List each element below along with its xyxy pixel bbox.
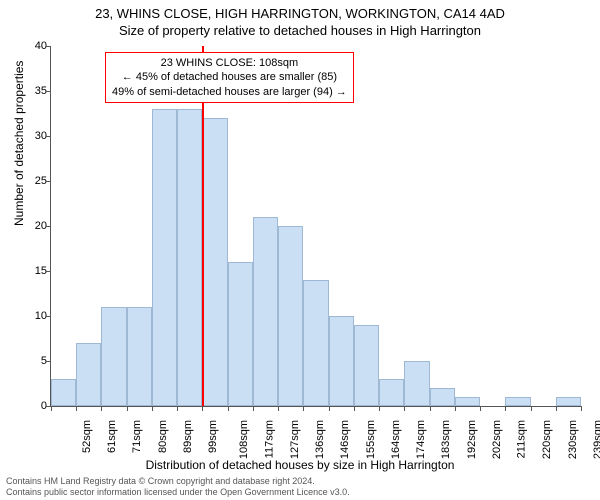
x-tick-label: 117sqm xyxy=(263,420,275,458)
histogram-bar xyxy=(329,316,354,406)
annotation-callout: 23 WHINS CLOSE: 108sqm← 45% of detached … xyxy=(105,52,354,103)
y-tick-mark xyxy=(46,361,51,362)
x-tick-label: 183sqm xyxy=(440,420,452,459)
x-tick-mark xyxy=(505,406,506,411)
x-tick-mark xyxy=(202,406,203,411)
footer-line: Contains public sector information licen… xyxy=(6,487,350,498)
x-tick-label: 127sqm xyxy=(289,420,301,459)
y-tick-label: 30 xyxy=(17,130,47,142)
annotation-line: 23 WHINS CLOSE: 108sqm xyxy=(112,56,347,70)
y-tick-label: 0 xyxy=(17,400,47,412)
x-tick-label: 211sqm xyxy=(515,420,527,458)
x-tick-label: 174sqm xyxy=(415,420,427,459)
y-tick-mark xyxy=(46,271,51,272)
x-tick-label: 239sqm xyxy=(592,420,600,459)
x-tick-mark xyxy=(329,406,330,411)
histogram-bar xyxy=(556,397,581,406)
x-tick-mark xyxy=(379,406,380,411)
y-tick-mark xyxy=(46,316,51,317)
y-tick-mark xyxy=(46,46,51,47)
x-tick-mark xyxy=(480,406,481,411)
y-tick-label: 15 xyxy=(17,265,47,277)
histogram-bar xyxy=(404,361,429,406)
annotation-line: ← 45% of detached houses are smaller (85… xyxy=(112,70,347,84)
x-tick-label: 146sqm xyxy=(340,420,352,459)
x-tick-mark xyxy=(531,406,532,411)
x-tick-mark xyxy=(152,406,153,411)
x-tick-label: 52sqm xyxy=(81,420,93,453)
x-tick-mark xyxy=(455,406,456,411)
x-tick-label: 192sqm xyxy=(466,420,478,459)
y-tick-label: 35 xyxy=(17,85,47,97)
x-tick-label: 230sqm xyxy=(567,420,579,459)
x-tick-mark xyxy=(76,406,77,411)
x-tick-mark xyxy=(127,406,128,411)
chart-subtitle: Size of property relative to detached ho… xyxy=(0,23,600,38)
y-tick-label: 20 xyxy=(17,220,47,232)
x-tick-mark xyxy=(404,406,405,411)
annotation-line: 49% of semi-detached houses are larger (… xyxy=(112,85,347,99)
x-tick-mark xyxy=(101,406,102,411)
x-tick-label: 202sqm xyxy=(491,420,503,459)
histogram-bar xyxy=(51,379,76,406)
plot-area: 051015202530354052sqm61sqm71sqm80sqm89sq… xyxy=(50,46,581,407)
histogram-bar xyxy=(278,226,303,406)
x-axis-label: Distribution of detached houses by size … xyxy=(0,458,600,472)
histogram-bar xyxy=(455,397,480,406)
histogram-bar xyxy=(202,118,227,406)
x-tick-mark xyxy=(430,406,431,411)
y-tick-label: 10 xyxy=(17,310,47,322)
x-tick-mark xyxy=(303,406,304,411)
y-tick-mark xyxy=(46,181,51,182)
histogram-bar xyxy=(253,217,278,406)
x-tick-label: 71sqm xyxy=(132,420,144,453)
y-tick-label: 25 xyxy=(17,175,47,187)
x-tick-label: 164sqm xyxy=(390,420,402,459)
attribution-footer: Contains HM Land Registry data © Crown c… xyxy=(6,476,350,498)
x-tick-mark xyxy=(177,406,178,411)
histogram-bar xyxy=(152,109,177,406)
x-tick-mark xyxy=(556,406,557,411)
histogram-bar xyxy=(127,307,152,406)
x-tick-mark xyxy=(581,406,582,411)
x-tick-label: 155sqm xyxy=(365,420,377,459)
x-tick-mark xyxy=(51,406,52,411)
histogram-bar xyxy=(379,379,404,406)
y-tick-label: 5 xyxy=(17,355,47,367)
x-tick-mark xyxy=(354,406,355,411)
x-tick-label: 61sqm xyxy=(106,420,118,453)
histogram-bar xyxy=(177,109,202,406)
chart-title: 23, WHINS CLOSE, HIGH HARRINGTON, WORKIN… xyxy=(0,6,600,21)
footer-line: Contains HM Land Registry data © Crown c… xyxy=(6,476,350,487)
histogram-bar xyxy=(354,325,379,406)
histogram-bar xyxy=(228,262,253,406)
y-tick-mark xyxy=(46,91,51,92)
histogram-bar xyxy=(101,307,126,406)
x-tick-label: 136sqm xyxy=(314,420,326,459)
title-block: 23, WHINS CLOSE, HIGH HARRINGTON, WORKIN… xyxy=(0,0,600,38)
x-tick-label: 220sqm xyxy=(541,420,553,459)
x-tick-label: 89sqm xyxy=(182,420,194,453)
x-tick-label: 80sqm xyxy=(157,420,169,453)
histogram-bar xyxy=(303,280,328,406)
x-tick-mark xyxy=(278,406,279,411)
y-tick-mark xyxy=(46,226,51,227)
x-tick-label: 99sqm xyxy=(207,420,219,453)
x-tick-mark xyxy=(253,406,254,411)
x-tick-label: 108sqm xyxy=(239,420,251,459)
histogram-chart: 23, WHINS CLOSE, HIGH HARRINGTON, WORKIN… xyxy=(0,0,600,500)
x-tick-mark xyxy=(228,406,229,411)
histogram-bar xyxy=(430,388,455,406)
y-tick-mark xyxy=(46,136,51,137)
histogram-bar xyxy=(76,343,101,406)
y-tick-label: 40 xyxy=(17,40,47,52)
histogram-bar xyxy=(505,397,530,406)
